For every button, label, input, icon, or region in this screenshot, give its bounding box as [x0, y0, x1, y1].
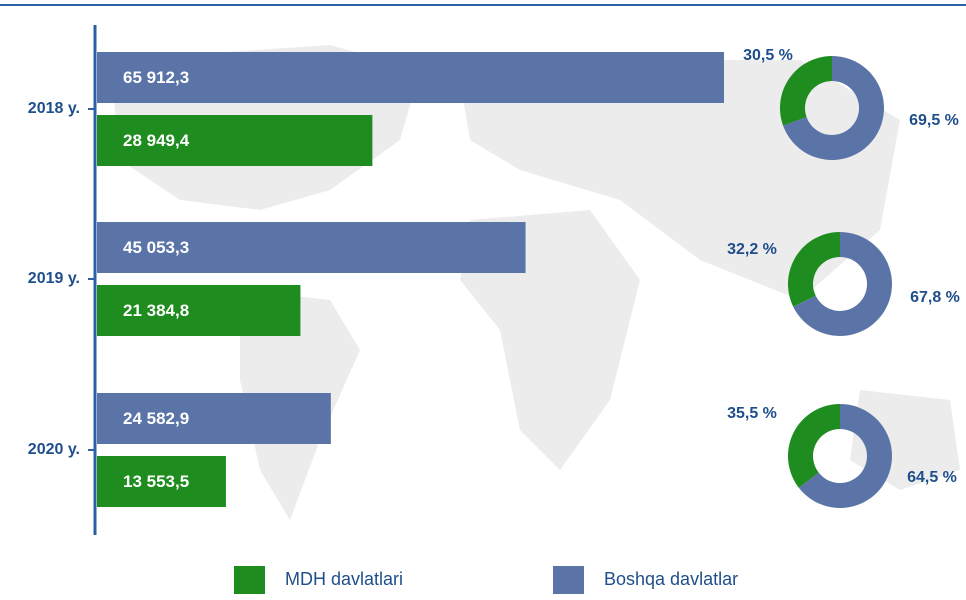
- bar: [97, 285, 301, 336]
- legend-swatch: [234, 566, 265, 594]
- donut-slice: [779, 56, 832, 126]
- value-label: 28 949,4: [123, 131, 190, 150]
- donut-label: 35,5 %: [727, 405, 777, 422]
- legend-label: Boshqa davlatlar: [604, 569, 738, 589]
- legend-swatch: [553, 566, 584, 594]
- donut-slice: [793, 232, 893, 337]
- donut-label: 32,2 %: [727, 241, 777, 258]
- bar: [97, 456, 226, 507]
- value-label: 45 053,3: [123, 238, 189, 257]
- donut-label: 69,5 %: [909, 112, 959, 129]
- bar: [97, 393, 331, 444]
- bar: [97, 52, 724, 103]
- value-label: 21 384,8: [123, 301, 189, 320]
- value-label: 13 553,5: [123, 472, 189, 491]
- value-label: 24 582,9: [123, 409, 189, 428]
- category-label: 2020 y.: [28, 441, 80, 458]
- donut-label: 67,8 %: [910, 289, 960, 306]
- bar: [97, 222, 526, 273]
- bar: [97, 115, 373, 166]
- donut-slice: [798, 404, 892, 509]
- category-label: 2019 y.: [28, 270, 80, 287]
- value-label: 65 912,3: [123, 68, 189, 87]
- donut-slice: [788, 404, 840, 488]
- donut-label: 64,5 %: [907, 469, 957, 486]
- donut-slice: [783, 56, 885, 160]
- donut-slice: [788, 232, 840, 307]
- category-label: 2018 y.: [28, 100, 80, 117]
- legend-label: MDH davlatlari: [285, 569, 403, 589]
- donut-label: 30,5 %: [743, 47, 793, 64]
